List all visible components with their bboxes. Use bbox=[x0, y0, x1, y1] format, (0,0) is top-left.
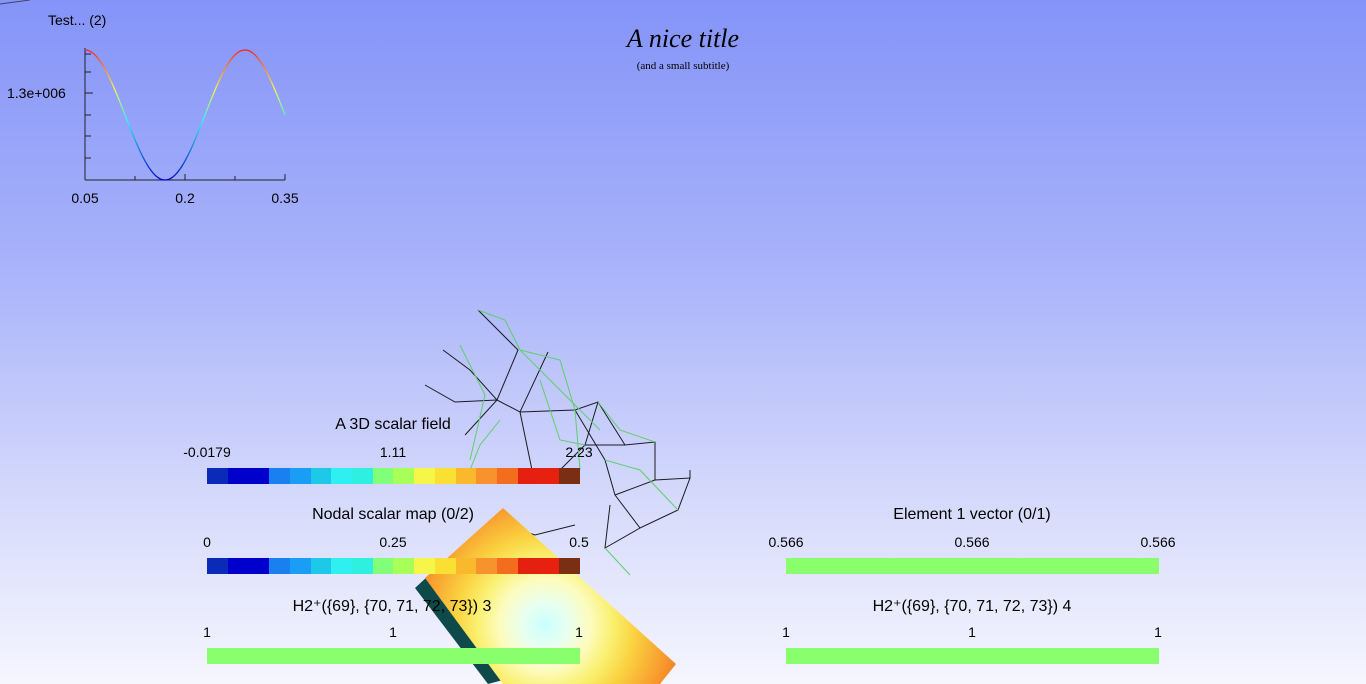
scalar-bar-title: A 3D scalar field bbox=[335, 416, 451, 433]
y-ticks bbox=[85, 53, 93, 159]
scalar-bar-tick: 2.23 bbox=[565, 444, 593, 460]
colormap-segment bbox=[455, 558, 477, 574]
x-ticks bbox=[84, 174, 286, 180]
colormap-segment bbox=[207, 558, 228, 574]
scalar-bar-tick: 1 bbox=[1154, 624, 1162, 640]
colormap-segment bbox=[517, 468, 539, 484]
colormap-segment bbox=[310, 468, 332, 484]
plot-y-tick: 1.3e+006 bbox=[7, 85, 66, 101]
scalar-bar-tick: 0.566 bbox=[1140, 534, 1176, 550]
colormap-segment bbox=[331, 558, 353, 574]
axis-fragment bbox=[0, 0, 31, 5]
colormap-segment bbox=[434, 558, 456, 574]
colormap-segment bbox=[538, 468, 560, 484]
colormap-segment bbox=[289, 468, 311, 484]
colormap-segment bbox=[310, 558, 332, 574]
colormap-segment bbox=[269, 468, 290, 484]
colormap-segment bbox=[497, 468, 518, 484]
colormap-segment bbox=[414, 468, 435, 484]
colormap-segment bbox=[393, 558, 415, 574]
colormap-segment bbox=[331, 468, 353, 484]
scalar-bar-tick: 1 bbox=[782, 624, 790, 640]
colormap-segment bbox=[372, 468, 394, 484]
uniform-color-bar bbox=[786, 648, 1159, 664]
scalar-bar-tick: 0 bbox=[203, 534, 211, 550]
colormap-segment bbox=[476, 468, 498, 484]
colormap-segment bbox=[455, 468, 477, 484]
colormap-segment bbox=[559, 558, 580, 574]
colormap-segment bbox=[434, 468, 456, 484]
colormap-segment bbox=[227, 468, 249, 484]
colormap-segment bbox=[269, 558, 290, 574]
colormap-bar bbox=[207, 468, 580, 484]
plot-x-tick: 0.35 bbox=[271, 190, 299, 206]
scalar-bar-tick: -0.0179 bbox=[183, 444, 231, 460]
scalar-bar-tick: 1 bbox=[389, 624, 397, 640]
colormap-segment bbox=[289, 558, 311, 574]
mesh-wireframe bbox=[424, 309, 691, 576]
colormap-segment bbox=[248, 558, 270, 574]
colormap-segment bbox=[538, 558, 560, 574]
scalar-bar-tick: 0.5 bbox=[569, 534, 589, 550]
scalar-bar-tick: 0.566 bbox=[954, 534, 990, 550]
scalar-bar-title: Element 1 vector (0/1) bbox=[893, 506, 1051, 523]
scalar-bar-title: Nodal scalar map (0/2) bbox=[312, 506, 474, 523]
plot-x-tick: 0.2 bbox=[175, 190, 195, 206]
colormap-segment bbox=[559, 468, 580, 484]
sine-curve bbox=[84, 49, 286, 181]
colormap-segment bbox=[372, 558, 394, 574]
colormap-segment bbox=[352, 468, 373, 484]
page-subtitle: (and a small subtitle) bbox=[636, 60, 730, 72]
colormap-segment bbox=[393, 468, 415, 484]
scalar-bar-title: H2⁺({69}, {70, 71, 72, 73}) 3 bbox=[292, 598, 492, 615]
colormap-segment bbox=[476, 558, 498, 574]
colored-surface bbox=[425, 508, 676, 684]
colormap-segment bbox=[497, 558, 518, 574]
scalar-bar-tick: 1 bbox=[968, 624, 976, 640]
plot-x-tick: 0.05 bbox=[71, 190, 99, 206]
colormap-segment bbox=[227, 558, 249, 574]
colormap-segment bbox=[414, 558, 435, 574]
scalar-bar-tick: 1 bbox=[575, 624, 583, 640]
uniform-color-bar bbox=[207, 648, 580, 664]
colormap-segment bbox=[248, 468, 270, 484]
scalar-bar-tick: 0.566 bbox=[768, 534, 804, 550]
line-plot bbox=[0, 0, 286, 181]
scalar-bar-tick: 1 bbox=[203, 624, 211, 640]
plot-legend: Test... (2) bbox=[48, 12, 107, 28]
scalar-bar-tick: 1.11 bbox=[379, 444, 407, 460]
colormap-segment bbox=[517, 558, 539, 574]
uniform-color-bar bbox=[786, 558, 1159, 574]
colormap-segment bbox=[207, 468, 228, 484]
colormap-bar bbox=[207, 558, 580, 574]
scalar-bar-tick: 0.25 bbox=[379, 534, 407, 550]
scalar-bar-title: H2⁺({69}, {70, 71, 72, 73}) 4 bbox=[872, 598, 1072, 615]
page-title: A nice title bbox=[626, 24, 740, 53]
colormap-segment bbox=[352, 558, 373, 574]
